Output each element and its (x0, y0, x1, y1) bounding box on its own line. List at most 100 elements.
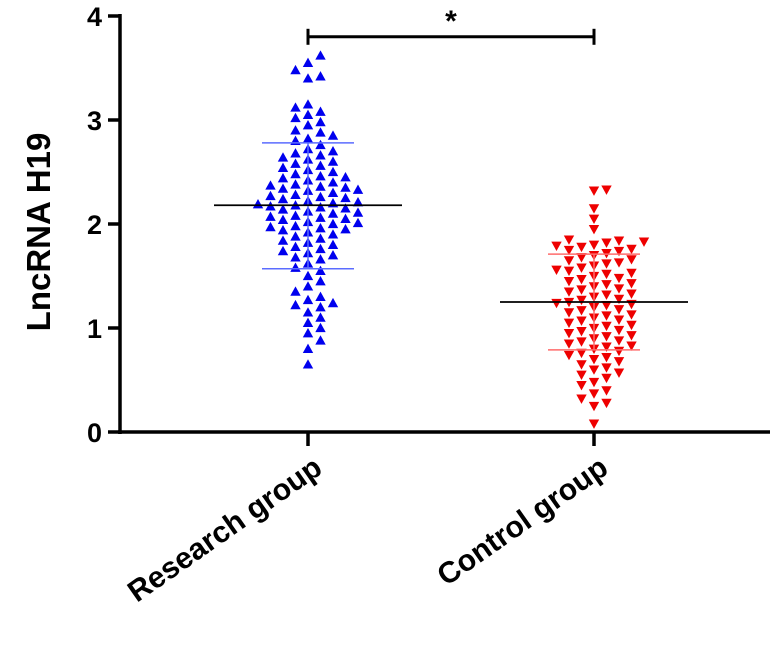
point-research-2 (290, 64, 301, 75)
point-control-18 (626, 255, 637, 265)
point-research-12 (290, 125, 301, 135)
point-control-4 (588, 225, 600, 235)
point-research-4 (302, 73, 314, 83)
point-research-44 (290, 189, 301, 200)
point-control-68 (563, 339, 575, 349)
point-research-99 (315, 302, 326, 312)
point-research-6 (290, 102, 301, 112)
point-research-60 (327, 208, 339, 218)
point-research-65 (277, 214, 289, 224)
point-research-68 (327, 218, 339, 229)
point-control-58 (601, 321, 612, 332)
point-research-97 (327, 297, 339, 308)
point-control-66 (613, 336, 625, 346)
point-control-26 (626, 268, 637, 279)
point-research-57 (277, 204, 289, 214)
x-axis-ticks: Research group Control group (122, 432, 614, 609)
point-research-43 (327, 187, 339, 197)
point-control-52 (601, 311, 612, 321)
point-control-54 (613, 315, 625, 325)
point-research-1 (302, 57, 314, 67)
point-control-84 (588, 377, 600, 388)
category-label-1: Control group (431, 451, 614, 593)
point-research-87 (315, 254, 326, 264)
point-research-40 (277, 183, 289, 193)
point-research-11 (302, 120, 314, 130)
point-research-104 (302, 328, 314, 338)
point-control-0 (601, 185, 612, 195)
point-research-50 (352, 196, 364, 207)
data-points (252, 50, 650, 429)
y-tick-label-3: 3 (87, 106, 102, 136)
point-control-60 (613, 325, 625, 336)
point-research-75 (327, 229, 339, 239)
point-research-22 (277, 152, 289, 162)
point-control-51 (626, 310, 637, 320)
point-research-9 (290, 112, 301, 123)
point-research-85 (327, 250, 339, 260)
point-research-72 (340, 224, 351, 234)
point-control-1 (588, 186, 600, 196)
point-research-86 (290, 252, 301, 262)
point-research-98 (290, 299, 301, 310)
point-research-24 (327, 156, 339, 166)
point-research-13 (315, 127, 326, 137)
point-research-31 (315, 170, 326, 181)
point-control-48 (613, 305, 625, 315)
point-control-76 (588, 355, 600, 365)
point-control-24 (551, 265, 562, 275)
y-axis-ticks: 0 1 2 3 4 (87, 2, 120, 448)
point-research-30 (290, 168, 301, 179)
point-control-42 (576, 295, 587, 306)
point-research-32 (340, 172, 351, 182)
point-research-55 (315, 202, 326, 212)
point-control-70 (601, 342, 612, 352)
point-research-26 (315, 160, 326, 170)
point-research-89 (290, 262, 301, 272)
significance-label: * (445, 5, 457, 38)
y-tick-label-2: 2 (87, 210, 102, 240)
point-research-81 (290, 241, 301, 252)
point-control-50 (563, 308, 575, 318)
point-control-88 (576, 394, 587, 404)
point-research-78 (277, 235, 289, 245)
point-research-56 (340, 203, 351, 213)
point-control-38 (626, 289, 637, 299)
point-control-61 (576, 326, 587, 337)
point-research-46 (315, 191, 326, 202)
point-research-80 (327, 239, 339, 249)
point-control-5 (563, 235, 575, 245)
point-research-107 (302, 359, 314, 369)
point-control-57 (626, 320, 637, 331)
point-control-64 (601, 332, 612, 342)
point-research-69 (290, 220, 301, 231)
point-research-90 (315, 265, 326, 275)
point-control-31 (563, 277, 575, 287)
y-tick-label-1: 1 (87, 314, 102, 344)
point-research-14 (327, 130, 339, 140)
point-control-30 (576, 274, 587, 285)
point-research-103 (315, 322, 326, 333)
point-research-10 (315, 116, 326, 127)
point-research-52 (252, 199, 264, 209)
point-research-102 (302, 317, 314, 327)
point-research-15 (302, 133, 314, 143)
point-control-29 (613, 273, 625, 284)
point-research-93 (302, 281, 314, 291)
point-research-82 (315, 243, 326, 254)
point-research-20 (290, 148, 301, 158)
point-control-78 (576, 360, 587, 370)
point-research-21 (315, 150, 326, 160)
point-control-89 (601, 398, 612, 409)
y-tick-label-0: 0 (87, 418, 102, 448)
point-control-27 (601, 269, 612, 280)
point-control-23 (576, 263, 587, 273)
point-research-33 (277, 173, 289, 183)
point-control-49 (576, 306, 587, 316)
point-control-41 (613, 294, 625, 305)
point-control-17 (576, 253, 587, 263)
point-control-2 (588, 204, 600, 214)
point-research-5 (302, 99, 314, 109)
point-research-41 (352, 184, 364, 194)
